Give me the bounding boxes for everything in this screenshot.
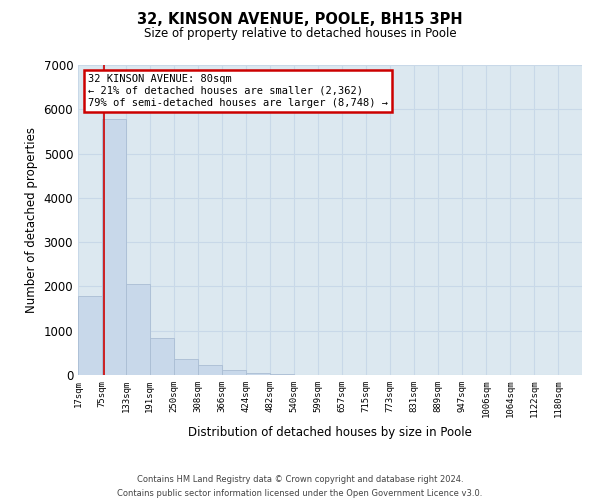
X-axis label: Distribution of detached houses by size in Poole: Distribution of detached houses by size … [188, 426, 472, 439]
Bar [102, 119, 126, 375]
Bar [174, 358, 198, 375]
Bar [78, 296, 102, 375]
Bar [246, 373, 270, 375]
Text: 32, KINSON AVENUE, POOLE, BH15 3PH: 32, KINSON AVENUE, POOLE, BH15 3PH [137, 12, 463, 28]
Text: Contains HM Land Registry data © Crown copyright and database right 2024.
Contai: Contains HM Land Registry data © Crown c… [118, 476, 482, 498]
Bar [126, 284, 150, 375]
Y-axis label: Number of detached properties: Number of detached properties [25, 127, 38, 313]
Text: Size of property relative to detached houses in Poole: Size of property relative to detached ho… [143, 28, 457, 40]
Bar [270, 374, 294, 375]
Bar [150, 338, 173, 375]
Text: 32 KINSON AVENUE: 80sqm
← 21% of detached houses are smaller (2,362)
79% of semi: 32 KINSON AVENUE: 80sqm ← 21% of detache… [88, 74, 388, 108]
Bar [198, 365, 222, 375]
Bar [222, 370, 246, 375]
